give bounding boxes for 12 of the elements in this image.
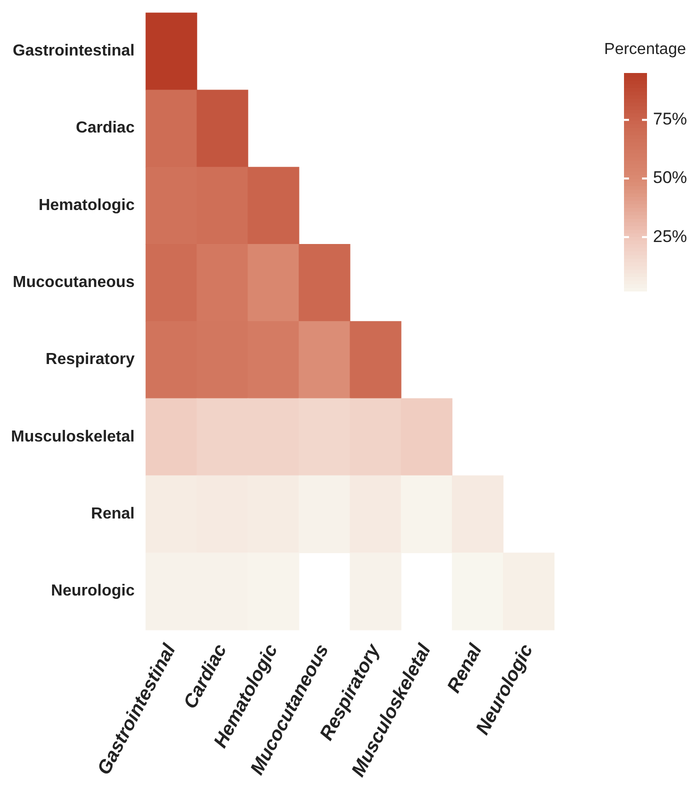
y-tick-label: Respiratory <box>46 351 135 368</box>
y-tick-label: Hematologic <box>38 196 135 214</box>
legend-title: Percentage <box>604 41 686 58</box>
color-bar-label: 50% <box>653 168 688 188</box>
color-bar-label: 25% <box>653 226 688 246</box>
y-tick-label: Renal <box>91 505 135 522</box>
y-tick-label: Cardiac <box>76 120 135 137</box>
y-tick-label: Gastrointestinal <box>12 42 135 60</box>
y-tick-label: Neurologic <box>51 582 135 600</box>
y-tick-label: Musculoskeletal <box>10 428 135 446</box>
color-bar-label: 75% <box>653 110 688 129</box>
y-tick-label: Mucocutaneous <box>12 274 135 291</box>
